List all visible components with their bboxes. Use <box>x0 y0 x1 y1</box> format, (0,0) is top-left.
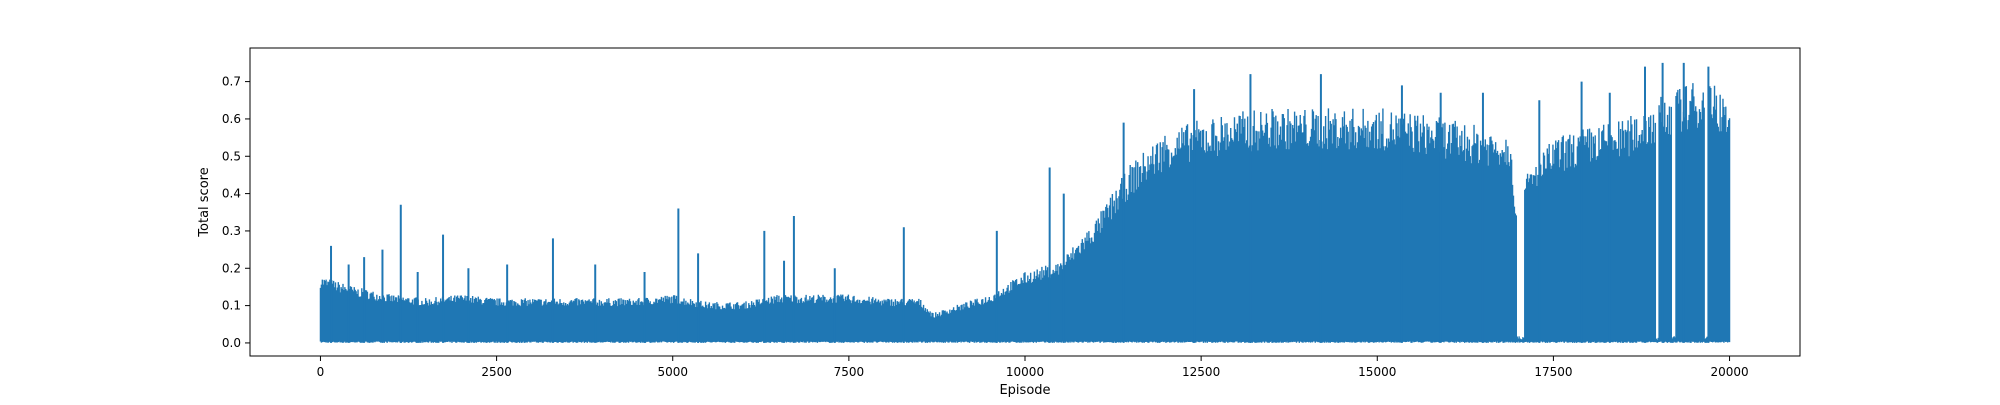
y-tick-label: 0.3 <box>222 224 241 238</box>
x-axis-label: Episode <box>999 383 1050 398</box>
y-axis-ticks: 0.0 0.1 0.2 0.3 0.4 0.5 0.6 0.7 <box>222 75 250 350</box>
x-tick-label: 15000 <box>1358 365 1396 379</box>
y-tick-label: 0.6 <box>222 112 241 126</box>
x-tick-label: 2500 <box>481 365 512 379</box>
y-tick-label: 0.1 <box>222 299 241 313</box>
x-tick-label: 17500 <box>1534 365 1572 379</box>
y-axis-label: Total score <box>197 167 212 237</box>
x-tick-label: 5000 <box>657 365 688 379</box>
x-tick-label: 10000 <box>1006 365 1044 379</box>
y-tick-label: 0.2 <box>222 261 241 275</box>
x-tick-label: 0 <box>317 365 325 379</box>
x-tick-label: 20000 <box>1710 365 1748 379</box>
y-tick-label: 0.4 <box>222 187 241 201</box>
score-trace <box>319 83 1731 343</box>
x-axis-ticks: 0 2500 5000 7500 10000 12500 15000 17500 20000 <box>317 356 1749 379</box>
y-tick-label: 0.0 <box>222 336 241 350</box>
y-tick-label: 0.5 <box>222 149 241 163</box>
x-tick-label: 12500 <box>1182 365 1220 379</box>
x-tick-label: 7500 <box>834 365 865 379</box>
y-tick-label: 0.7 <box>222 75 241 89</box>
series-layer <box>319 62 1731 343</box>
